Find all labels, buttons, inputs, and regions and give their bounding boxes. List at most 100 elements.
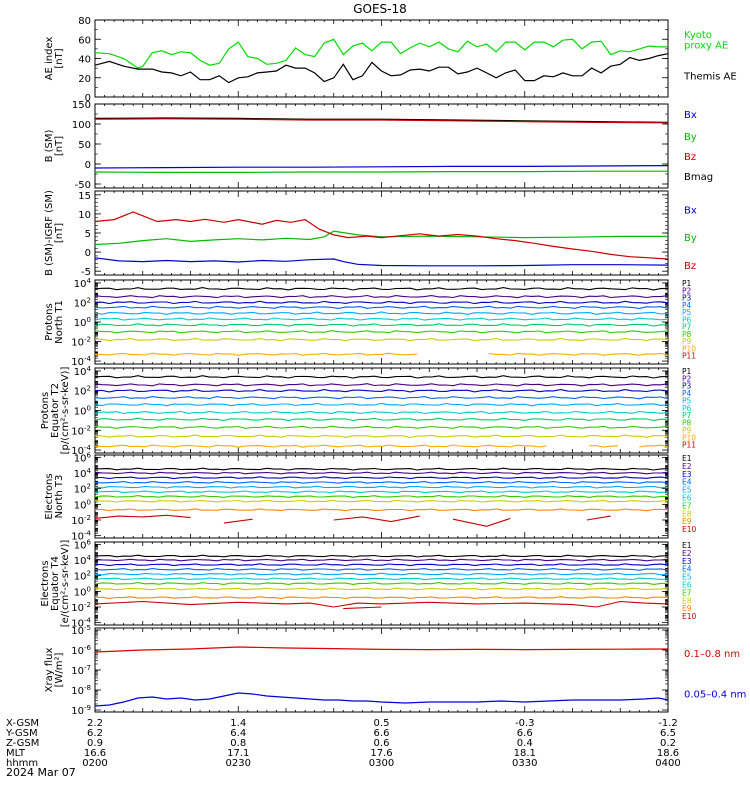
series-line-0 xyxy=(95,646,668,653)
x-axis-row-label: Y-GSM xyxy=(5,728,38,739)
panel-xray-flux: 10-9 10-8 10-7 10-6 10-5 Xray flux [W/m²] 0.1–0… xyxy=(44,624,746,717)
panel-frame xyxy=(94,19,669,98)
flux-band-8 xyxy=(95,508,668,512)
plot-area xyxy=(95,38,668,84)
y-tick-label: 0 xyxy=(85,160,91,171)
series-line-1 xyxy=(95,692,668,707)
legend-label: 0.1–0.8 nm xyxy=(684,649,740,660)
legend-label: 0.05–0.4 nm xyxy=(684,690,746,701)
plot-area xyxy=(95,117,668,173)
flux-segment-0 xyxy=(95,514,191,519)
channel-legend-label: E8 xyxy=(682,509,692,518)
y-axis-label: Electrons xyxy=(40,560,51,606)
flux-band-0 xyxy=(95,287,668,291)
x-axis-value: 0330 xyxy=(512,758,537,769)
plot-area xyxy=(95,375,668,448)
y-tick-label: 20 xyxy=(78,74,91,85)
channel-legend-label: E9 xyxy=(682,517,692,526)
flux-band-7 xyxy=(95,587,668,591)
channel-legend-label: P10 xyxy=(682,344,696,353)
panel-b-sm: -50 0 50 100 150 B (SM) [nT] Bx By Bz Bmag xyxy=(44,100,713,191)
flux-band-5 xyxy=(95,317,668,321)
channel-legend-label: E5 xyxy=(682,486,692,495)
y-tick-label: 104 xyxy=(74,365,92,378)
channel-legend-label: P1 xyxy=(682,367,692,376)
y-tick-label: 10-4 xyxy=(71,617,91,630)
channel-legend-label: E8 xyxy=(682,596,692,605)
y-tick-label: 10-7 xyxy=(71,664,91,677)
chart-title: GOES-18 xyxy=(353,2,407,16)
y-tick-label: 10-2 xyxy=(71,336,91,349)
y-tick-label: 100 xyxy=(74,316,91,329)
x-axis-value: 6.2 xyxy=(87,728,103,739)
series-line-0 xyxy=(95,38,668,69)
y-tick-label: 102 xyxy=(74,296,91,309)
x-axis-value: 0400 xyxy=(655,758,680,769)
channel-legend-label: P11 xyxy=(682,352,696,361)
flux-band-2 xyxy=(95,476,668,480)
flux-band-9 xyxy=(488,352,668,356)
y-axis-label: Protons xyxy=(40,392,51,429)
series-line-2 xyxy=(95,165,668,169)
channel-legend-label: P1 xyxy=(682,279,692,288)
channel-legend-label: P8 xyxy=(682,419,692,428)
flux-band-3 xyxy=(95,305,668,309)
y-tick-label: 106 xyxy=(74,538,92,551)
channel-legend-label: E4 xyxy=(682,478,692,487)
legend-label: Bx xyxy=(684,205,697,216)
series-line-1 xyxy=(95,118,668,124)
channel-legend-label: P5 xyxy=(682,396,692,405)
channel-legend-label: E1 xyxy=(682,541,692,550)
x-axis-value: 17.6 xyxy=(370,748,392,759)
x-axis-value: 0.6 xyxy=(374,738,390,749)
series-line-1 xyxy=(95,53,668,84)
series-line-0 xyxy=(95,117,668,123)
y-tick-label: 10-9 xyxy=(71,704,91,717)
y-tick-label: 80 xyxy=(78,16,91,27)
y-axis-label: North T3 xyxy=(54,475,65,519)
channel-legend-label: E10 xyxy=(682,612,697,621)
flux-segment-0 xyxy=(95,600,668,608)
y-tick-label: -5 xyxy=(81,267,91,278)
y-tick-label: 40 xyxy=(78,55,91,66)
channel-legend-label: P2 xyxy=(682,374,692,383)
channel-legend-label: P11 xyxy=(682,441,696,450)
y-tick-label: 104 xyxy=(74,467,92,480)
panel-frame xyxy=(94,190,669,276)
flux-band-2 xyxy=(95,563,668,567)
y-tick-label: 10 xyxy=(78,210,91,221)
x-axis-value: 0.4 xyxy=(517,738,533,749)
panel-frame xyxy=(94,279,669,365)
y-axis-label: [p/(cm²-s-sr-keV)] xyxy=(60,367,71,455)
y-tick-label: 0 xyxy=(85,93,91,104)
x-axis-value: 1.4 xyxy=(230,718,246,729)
y-axis-label: [nT] xyxy=(54,48,65,68)
y-axis-label: B (SM) xyxy=(44,129,55,162)
channel-legend-label: E9 xyxy=(682,604,692,613)
x-axis-value: 0.2 xyxy=(660,738,676,749)
y-tick-label: 102 xyxy=(74,483,91,496)
series-line-1 xyxy=(95,230,668,246)
flux-band-9 xyxy=(95,352,418,356)
flux-band-8 xyxy=(95,596,668,600)
channel-legend-label: E4 xyxy=(682,565,692,574)
flux-segment-1 xyxy=(343,606,382,610)
channel-legend-label: P5 xyxy=(682,308,692,317)
y-tick-label: 15 xyxy=(78,191,91,202)
legend-label: Themis AE xyxy=(683,71,737,82)
plot-area xyxy=(95,287,668,356)
channel-legend-label: P8 xyxy=(682,330,692,339)
flux-band-9 xyxy=(639,444,668,448)
flux-band-2 xyxy=(95,300,668,305)
y-tick-label: 60 xyxy=(78,35,91,46)
x-axis-value: -0.3 xyxy=(515,718,535,729)
y-axis-label: [W/m²] xyxy=(54,652,65,687)
legend-label: Bz xyxy=(684,152,696,163)
x-axis-row-label: Z-GSM xyxy=(6,738,39,749)
flux-band-3 xyxy=(95,481,668,484)
x-axis-value: 18.6 xyxy=(657,748,679,759)
flux-band-8 xyxy=(95,337,668,342)
flux-band-5 xyxy=(95,410,668,415)
